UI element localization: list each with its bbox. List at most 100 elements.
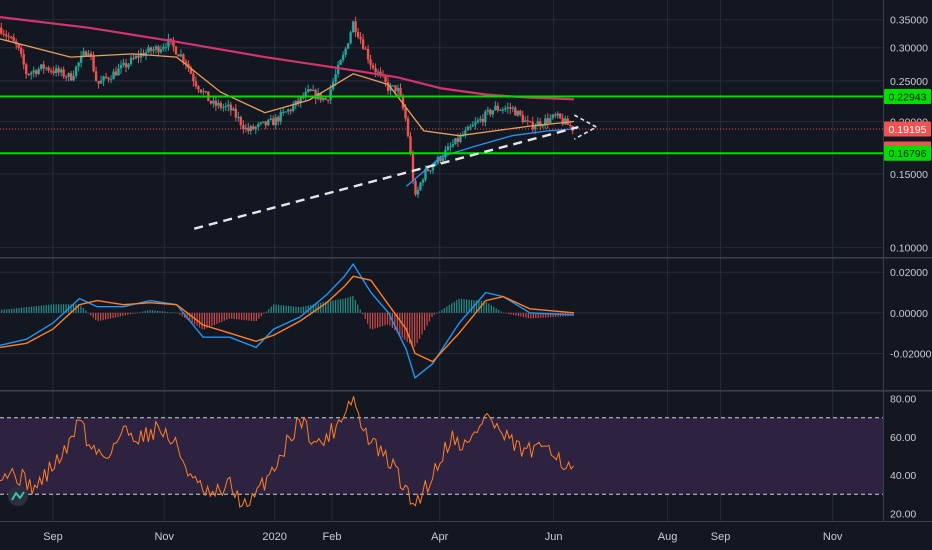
candle bbox=[92, 51, 95, 73]
candle bbox=[67, 72, 70, 82]
candle bbox=[292, 101, 295, 113]
svg-text:0.16796: 0.16796 bbox=[889, 148, 927, 160]
candle bbox=[12, 33, 15, 42]
candle bbox=[217, 99, 220, 109]
candle bbox=[371, 62, 375, 70]
candle bbox=[284, 111, 287, 113]
candle bbox=[416, 186, 420, 198]
candle bbox=[364, 46, 367, 50]
time-axis[interactable]: Sep Nov 2020 Feb Apr Jun Aug Sep Nov bbox=[43, 531, 843, 543]
candle bbox=[341, 51, 345, 63]
candle bbox=[554, 112, 557, 119]
candle bbox=[421, 177, 425, 187]
x-tick-label: Sep bbox=[43, 531, 63, 543]
candle bbox=[74, 65, 78, 79]
candle bbox=[277, 115, 280, 126]
candle bbox=[127, 62, 130, 70]
triangle-apex-drawing[interactable] bbox=[573, 114, 599, 140]
candle bbox=[459, 132, 462, 144]
candle bbox=[157, 44, 160, 56]
candle bbox=[59, 67, 63, 77]
candle bbox=[252, 124, 255, 131]
price-pane[interactable] bbox=[0, 16, 883, 230]
candle bbox=[167, 33, 170, 51]
candle bbox=[369, 54, 372, 70]
pane-separator[interactable] bbox=[0, 390, 932, 392]
pane-separator[interactable] bbox=[0, 257, 932, 259]
tradingview-logo-icon[interactable] bbox=[8, 486, 28, 506]
candle bbox=[366, 44, 370, 64]
candle bbox=[269, 114, 272, 121]
candle bbox=[237, 111, 240, 122]
y-tick-label: 0.30000 bbox=[890, 43, 928, 55]
candle bbox=[334, 69, 337, 87]
candle bbox=[47, 65, 50, 73]
candle bbox=[524, 116, 527, 123]
candle bbox=[491, 110, 495, 118]
x-tick-label: Feb bbox=[323, 531, 342, 543]
candle bbox=[511, 105, 515, 113]
candle bbox=[279, 109, 282, 125]
candle bbox=[481, 114, 485, 126]
rsi-pane[interactable] bbox=[0, 396, 883, 508]
trendline[interactable] bbox=[193, 125, 579, 230]
candle bbox=[2, 29, 5, 38]
candle bbox=[20, 44, 23, 58]
candle bbox=[192, 69, 195, 87]
candle bbox=[139, 48, 143, 63]
candle bbox=[351, 20, 355, 33]
candle bbox=[122, 58, 125, 68]
moving-average-2 bbox=[0, 38, 575, 137]
candle bbox=[267, 118, 270, 127]
candle bbox=[189, 65, 193, 75]
x-tick-label: Apr bbox=[431, 531, 448, 543]
candle bbox=[242, 120, 245, 134]
candle bbox=[17, 43, 20, 51]
candle bbox=[69, 70, 73, 82]
candle bbox=[219, 100, 223, 111]
x-tick-label: Jun bbox=[545, 531, 563, 543]
candle bbox=[117, 63, 120, 76]
candle bbox=[551, 113, 554, 120]
candle bbox=[162, 43, 165, 52]
candle bbox=[274, 113, 277, 130]
price-axis[interactable]: 0.350000.300000.250000.200000.150000.100… bbox=[884, 15, 932, 521]
candle bbox=[466, 125, 470, 131]
candle bbox=[177, 53, 180, 57]
candle bbox=[164, 42, 168, 52]
macd-pane[interactable] bbox=[0, 262, 575, 379]
candle bbox=[52, 66, 55, 76]
candle bbox=[209, 100, 213, 105]
candle bbox=[326, 99, 330, 104]
candle bbox=[249, 124, 252, 135]
candle bbox=[262, 121, 265, 124]
candle bbox=[294, 100, 297, 110]
candle bbox=[99, 75, 103, 84]
candle bbox=[212, 96, 215, 108]
candle bbox=[564, 115, 567, 125]
candle bbox=[424, 165, 427, 182]
candle bbox=[172, 36, 175, 52]
y-tick-label: 80.00 bbox=[890, 394, 916, 406]
candle bbox=[521, 110, 524, 124]
candle bbox=[174, 45, 178, 55]
candle bbox=[32, 66, 35, 78]
pane-separators[interactable] bbox=[0, 0, 932, 522]
candle bbox=[486, 106, 490, 115]
candle bbox=[179, 49, 183, 58]
candle bbox=[84, 50, 88, 57]
candle bbox=[311, 84, 315, 92]
candle bbox=[239, 115, 243, 130]
candle bbox=[119, 60, 123, 74]
candle bbox=[499, 108, 502, 112]
candle bbox=[254, 125, 257, 135]
level-badge-upper: 0.22943 bbox=[884, 89, 931, 105]
candle bbox=[112, 68, 115, 80]
rsi-line bbox=[0, 396, 574, 508]
candle bbox=[297, 96, 300, 107]
candle bbox=[79, 50, 83, 68]
candle bbox=[244, 123, 248, 133]
candle bbox=[247, 122, 250, 135]
candle bbox=[471, 121, 475, 127]
